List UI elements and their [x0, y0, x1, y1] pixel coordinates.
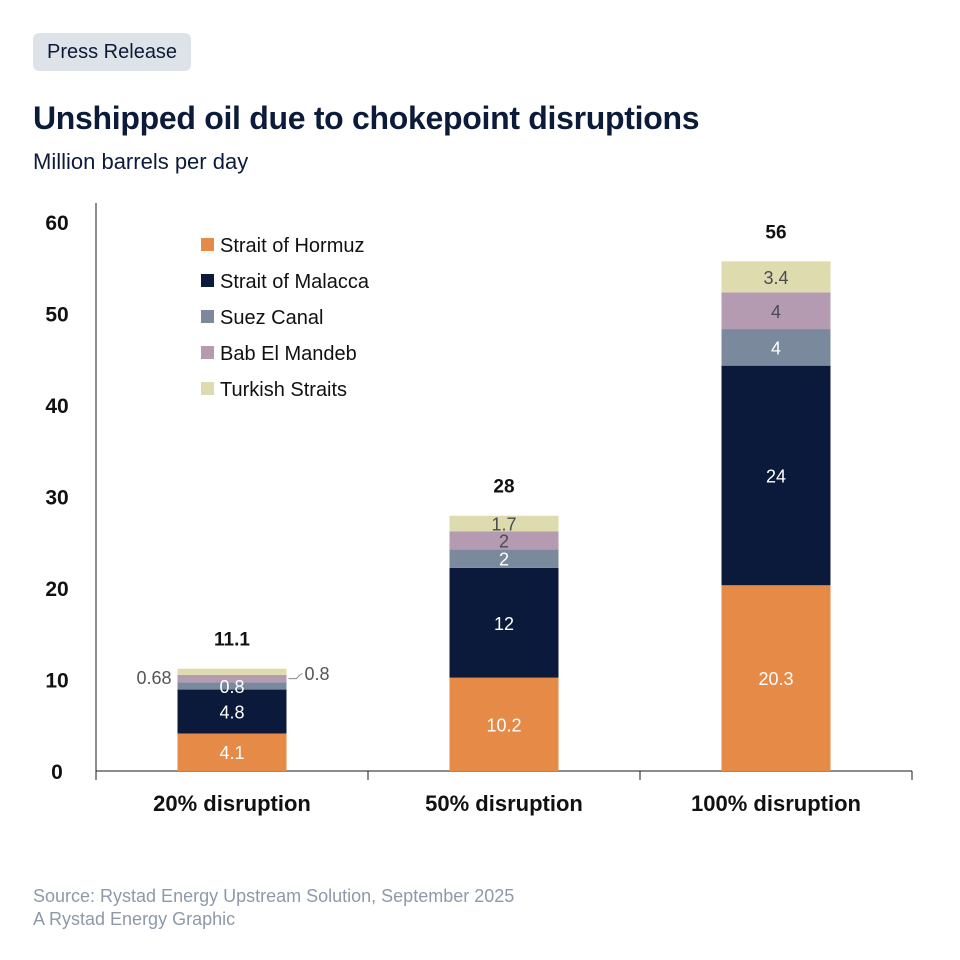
data-label: 4	[771, 338, 781, 358]
data-label: 0.8	[219, 677, 244, 697]
bar-segment-bab-el-mandeb	[449, 531, 559, 550]
data-label: 0.68	[136, 668, 171, 688]
legend-label: Bab El Mandeb	[220, 343, 357, 365]
y-tick-label: 30	[45, 487, 68, 510]
legend-swatch	[201, 382, 214, 395]
x-tick-label: 50% disruption	[425, 791, 583, 816]
y-tick-label: 40	[45, 395, 68, 418]
y-tick-label: 50	[45, 304, 68, 327]
bar-segment-bab-el-mandeb	[721, 292, 831, 330]
bar-segment-strait-of-hormuz	[449, 677, 559, 771]
bar-segment-turkish-straits	[449, 515, 559, 532]
bar-segment-suez-canal	[721, 329, 831, 366]
bar-segment-turkish-straits	[177, 668, 287, 675]
credit-note: A Rystad Energy Graphic	[33, 909, 236, 929]
leader-line	[288, 673, 303, 680]
data-label: 2	[499, 550, 509, 570]
chart-title: Unshipped oil due to chokepoint disrupti…	[33, 100, 700, 136]
data-label: 20.3	[758, 669, 793, 689]
total-label: 11.1	[214, 630, 250, 651]
x-tick-label: 100% disruption	[691, 791, 861, 816]
y-tick-label: 60	[45, 212, 68, 235]
data-label: 1.7	[491, 514, 516, 534]
legend-swatch	[201, 238, 214, 251]
data-label: 0.8	[305, 664, 330, 684]
legend-swatch	[201, 274, 214, 287]
bar-segment-suez-canal	[177, 682, 287, 690]
legend-label: Turkish Straits	[220, 379, 347, 401]
press-release-badge: Press Release	[33, 33, 192, 71]
bar-segment-bab-el-mandeb	[177, 674, 287, 683]
chart-subtitle: Million barrels per day	[33, 149, 249, 174]
data-label: 12	[494, 614, 514, 634]
legend-label: Strait of Hormuz	[220, 235, 364, 257]
legend-label: Suez Canal	[220, 307, 323, 329]
bar-segment-suez-canal	[449, 549, 559, 568]
legend-swatch	[201, 310, 214, 323]
total-label: 56	[765, 222, 786, 243]
bar-segment-strait-of-hormuz	[177, 733, 287, 771]
data-label: 4.1	[219, 743, 244, 763]
footer: Source: Rystad Energy Upstream Solution,…	[33, 885, 514, 931]
legend-swatch	[201, 346, 214, 359]
y-tick-label: 20	[45, 578, 68, 601]
y-tick-label: 10	[45, 670, 68, 693]
bar-segment-strait-of-malacca	[721, 365, 831, 586]
data-label: 4	[771, 302, 781, 322]
x-tick-label: 20% disruption	[153, 791, 311, 816]
data-label: 2	[499, 531, 509, 551]
bar-segment-strait-of-malacca	[449, 567, 559, 678]
y-tick-label: 0	[51, 761, 63, 784]
bar-segment-strait-of-malacca	[177, 689, 287, 734]
bar-segment-strait-of-hormuz	[721, 585, 831, 771]
data-label: 4.8	[219, 703, 244, 723]
data-label: 24	[766, 466, 786, 486]
data-label: 10.2	[486, 715, 521, 735]
source-note: Source: Rystad Energy Upstream Solution,…	[33, 886, 515, 906]
data-label: 3.4	[763, 268, 788, 288]
legend-label: Strait of Malacca	[220, 271, 370, 293]
bar-segment-turkish-straits	[721, 261, 831, 293]
total-label: 28	[493, 477, 514, 498]
